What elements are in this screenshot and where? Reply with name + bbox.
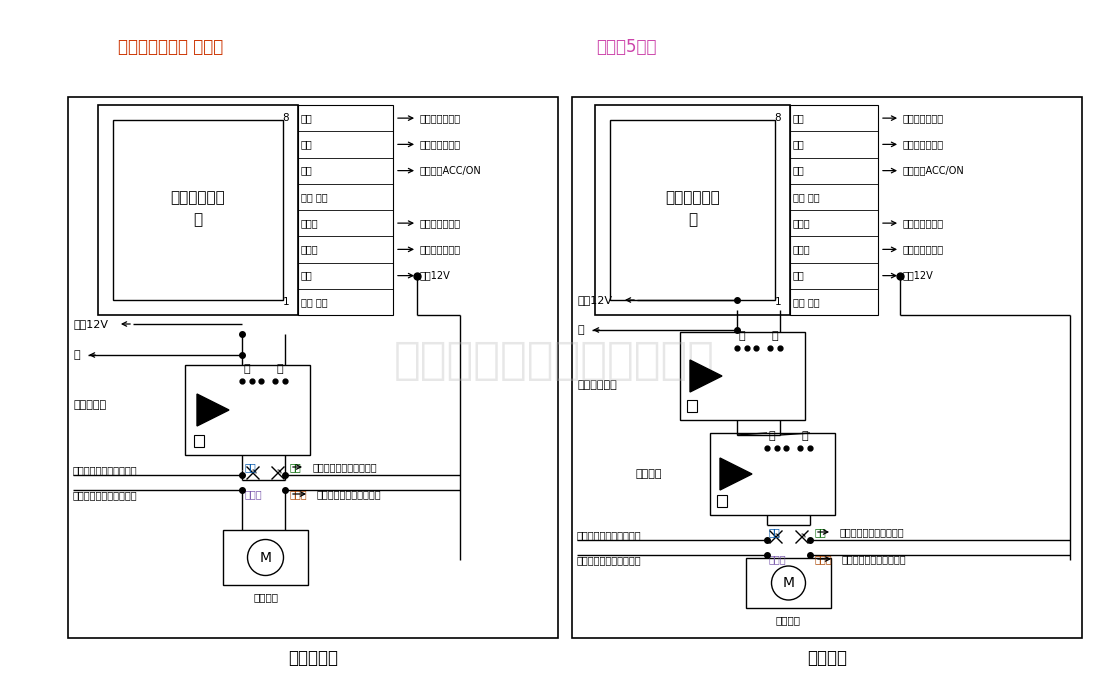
Text: 红色: 红色 (301, 270, 313, 281)
Text: 蓝棕色: 蓝棕色 (793, 244, 811, 255)
Bar (680, 332, 805, 420)
Text: 上: 上 (769, 431, 775, 441)
Text: 防夹车窗控制: 防夹车窗控制 (171, 190, 225, 206)
Text: 绿色: 绿色 (289, 462, 302, 472)
Text: 下: 下 (276, 364, 283, 374)
Text: 驾驶员车门: 驾驶员车门 (288, 649, 338, 667)
Text: M: M (783, 576, 794, 590)
Bar (298, 105, 393, 315)
Text: 8: 8 (775, 113, 782, 123)
Text: 绿红色: 绿红色 (793, 218, 811, 228)
Bar (194, 435, 204, 447)
Bar (223, 530, 308, 585)
Text: 绿色: 绿色 (793, 139, 805, 149)
Text: 接控制器车窗开关上升线: 接控制器车窗开关上升线 (73, 465, 138, 475)
Text: 点火开关ACC/ON: 点火开关ACC/ON (903, 166, 965, 176)
Text: 蓝棕色: 蓝棕色 (245, 489, 263, 499)
Text: 上: 上 (244, 364, 251, 374)
Text: 器: 器 (193, 213, 203, 228)
Polygon shape (690, 360, 722, 392)
Bar (98, 105, 298, 315)
Text: 接控制器车窗马达下降线: 接控制器车窗马达下降线 (842, 554, 907, 564)
Text: 蓝色: 蓝色 (301, 113, 313, 123)
Text: 车窗防夹控制器 接线图: 车窗防夹控制器 接线图 (118, 38, 223, 56)
Text: 电源12V: 电源12V (903, 270, 934, 281)
Text: 接控制器车窗开关下降线: 接控制器车窗开关下降线 (840, 527, 905, 537)
Text: 地: 地 (73, 350, 80, 360)
Text: 副门开关: 副门开关 (635, 469, 661, 479)
Polygon shape (197, 394, 228, 426)
Text: 蓝色: 蓝色 (245, 462, 257, 472)
Text: 车窗马达上升线: 车窗马达上升线 (903, 244, 944, 255)
Text: 8: 8 (283, 113, 289, 123)
Text: 副侧车门: 副侧车门 (807, 649, 847, 667)
Text: 深圳市有大成科技有限公司: 深圳市有大成科技有限公司 (394, 339, 714, 382)
Text: 下: 下 (772, 331, 779, 341)
Text: 电源12V: 电源12V (577, 295, 612, 305)
Text: 接控制器车窗马达上升线: 接控制器车窗马达上升线 (73, 490, 138, 500)
Text: 上: 上 (739, 331, 745, 341)
Polygon shape (720, 458, 752, 490)
Text: 接控制器车窗马达上升线: 接控制器车窗马达上升线 (577, 555, 642, 565)
Bar (68, 97, 558, 638)
Text: 点火开关ACC/ON: 点火开关ACC/ON (420, 166, 481, 176)
Bar (746, 558, 831, 608)
Text: 绿色: 绿色 (815, 527, 826, 537)
Text: 车窗马达下降线: 车窗马达下降线 (420, 218, 461, 228)
Text: 只需接5根线: 只需接5根线 (596, 38, 657, 56)
Bar (710, 433, 835, 515)
Text: 白色 不接: 白色 不接 (301, 192, 327, 202)
Text: 驾驶室左前: 驾驶室左前 (73, 400, 106, 410)
Text: 车窗马达: 车窗马达 (253, 592, 278, 602)
Bar (113, 120, 283, 300)
Text: 蓝棕色: 蓝棕色 (769, 554, 786, 564)
Bar (596, 105, 790, 315)
Bar (185, 365, 311, 455)
Text: 蓝色: 蓝色 (769, 527, 781, 537)
Text: 车窗开关下降线: 车窗开关下降线 (903, 139, 944, 149)
Bar (610, 120, 775, 300)
Text: 红色: 红色 (793, 270, 805, 281)
Text: 绿红色: 绿红色 (815, 554, 833, 564)
Text: 接控制器车窗开关下降线: 接控制器车窗开关下降线 (313, 462, 378, 472)
Text: 绿色: 绿色 (301, 139, 313, 149)
Text: 棕色: 棕色 (793, 166, 805, 176)
Bar (790, 105, 878, 315)
Text: 下: 下 (802, 431, 808, 441)
Text: 车窗开关上升线: 车窗开关上升线 (420, 113, 461, 123)
Text: 1: 1 (775, 297, 782, 307)
Bar (718, 495, 728, 507)
Text: 车窗开关上升线: 车窗开关上升线 (903, 113, 944, 123)
Text: 接控制器车窗马达下降线: 接控制器车窗马达下降线 (317, 489, 381, 499)
Text: 蓝棕色: 蓝棕色 (301, 244, 318, 255)
Text: 黑色 不接: 黑色 不接 (793, 297, 820, 307)
Text: 黑色 不接: 黑色 不接 (301, 297, 327, 307)
Text: 接控制器车窗开关上升线: 接控制器车窗开关上升线 (577, 530, 642, 540)
Text: 防夹车窗控制: 防夹车窗控制 (665, 190, 720, 206)
Text: 电源12V: 电源12V (420, 270, 450, 281)
Text: 蓝色: 蓝色 (793, 113, 805, 123)
Text: 绿红色: 绿红色 (301, 218, 318, 228)
Text: 车窗马达下降线: 车窗马达下降线 (903, 218, 944, 228)
Text: M: M (260, 551, 272, 564)
Text: 驾驶室主开关: 驾驶室主开关 (577, 380, 617, 390)
Bar (686, 400, 696, 412)
Text: 车窗开关下降线: 车窗开关下降线 (420, 139, 461, 149)
Text: 1: 1 (283, 297, 289, 307)
Text: 器: 器 (688, 213, 698, 228)
Text: 电源12V: 电源12V (73, 319, 108, 329)
Text: 车窗马达: 车窗马达 (776, 615, 801, 625)
Text: 棕色: 棕色 (301, 166, 313, 176)
Text: 地: 地 (577, 325, 583, 335)
Text: 车窗马达上升线: 车窗马达上升线 (420, 244, 461, 255)
Bar (572, 97, 1082, 638)
Text: 白色 不接: 白色 不接 (793, 192, 820, 202)
Text: 绿红色: 绿红色 (289, 489, 307, 499)
